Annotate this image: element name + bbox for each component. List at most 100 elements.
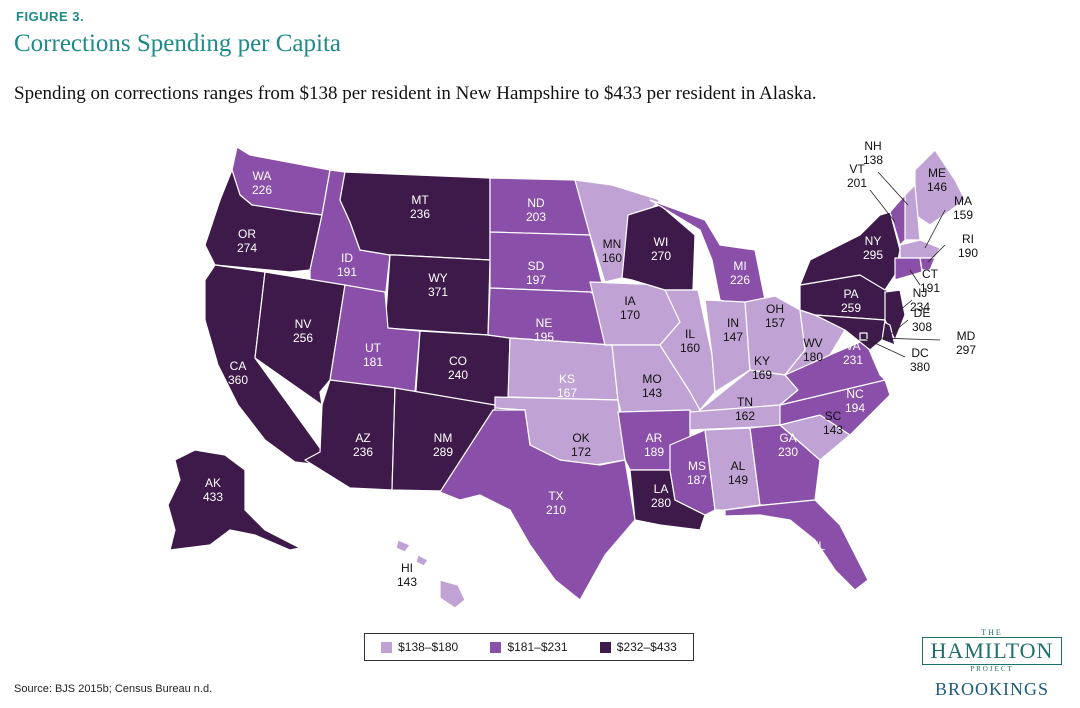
state-value-HI: 143: [397, 575, 417, 589]
state-VA: [779, 339, 886, 406]
state-label-DE: DE: [914, 306, 931, 320]
state-label-NH: NH: [864, 139, 881, 153]
state-value-NJ: 234: [910, 300, 930, 314]
logo-the: THE: [981, 628, 1003, 637]
legend-label-high: $232–$433: [616, 640, 677, 654]
state-label-NY: NY: [865, 234, 882, 248]
state-label-NV: NV: [295, 317, 312, 331]
leader-VT: [869, 189, 896, 223]
state-label-AL: AL: [731, 459, 746, 473]
state-value-CT: 191: [920, 281, 940, 295]
leader-DE: [889, 319, 909, 336]
state-value-AR: 189: [644, 445, 664, 459]
state-value-ND: 203: [526, 210, 546, 224]
state-CT: [894, 257, 923, 281]
state-label-MA: MA: [954, 194, 972, 208]
legend: $138–$180 $181–$231 $232–$433: [364, 633, 694, 661]
legend-item-high: $232–$433: [599, 640, 677, 654]
leader-CT: [909, 269, 921, 286]
state-label-SD: SD: [528, 259, 545, 273]
state-value-OH: 157: [765, 316, 785, 330]
state-label-NM: NM: [434, 431, 453, 445]
state-SD: [489, 231, 606, 296]
state-value-TN: 162: [735, 409, 755, 423]
leader-DC: [863, 337, 906, 358]
leader-MD: [879, 337, 941, 341]
state-value-NY: 295: [863, 248, 883, 262]
state-value-IN: 147: [723, 330, 743, 344]
state-label-UT: UT: [365, 341, 382, 355]
state-VT: [889, 194, 906, 246]
state-value-NC: 194: [845, 401, 865, 415]
state-label-IA: IA: [624, 294, 635, 308]
state-label-WV: WV: [803, 336, 822, 350]
state-value-LA: 280: [651, 496, 671, 510]
state-MD: [814, 314, 886, 351]
state-label-OR: OR: [238, 227, 256, 241]
state-label-AK: AK: [205, 476, 221, 490]
state-label-OH: OH: [766, 302, 784, 316]
state-label-MT: MT: [411, 193, 429, 207]
chart-subtitle: Spending on corrections ranges from $138…: [14, 83, 817, 104]
state-label-MS: MS: [688, 459, 706, 473]
leader-MA: [924, 209, 946, 249]
state-HI-island-2: [415, 554, 429, 567]
state-label-NC: NC: [846, 387, 864, 401]
leader-RI: [927, 244, 946, 263]
state-value-NE: 195: [534, 330, 554, 344]
legend-label-low: $138–$180: [398, 640, 459, 654]
state-label-FL: FL: [811, 539, 825, 553]
legend-swatch-high: [599, 641, 611, 653]
state-value-SD: 197: [526, 273, 546, 287]
state-label-ND: ND: [527, 196, 545, 210]
state-value-VT: 201: [847, 176, 867, 190]
source-note: Source: BJS 2015b; Census Bureau n.d.: [14, 683, 213, 695]
state-HI: [439, 579, 466, 609]
state-value-WI: 270: [651, 249, 671, 263]
state-label-ID: ID: [341, 251, 353, 265]
state-label-KY: KY: [754, 354, 770, 368]
logo-hamilton: HAMILTON: [930, 638, 1054, 663]
state-label-NJ: NJ: [913, 286, 928, 300]
state-label-HI: HI: [401, 561, 413, 575]
state-value-WY: 371: [428, 285, 448, 299]
state-value-KY: 169: [752, 368, 772, 382]
state-HI-island: [395, 539, 411, 553]
state-value-NM: 289: [433, 445, 453, 459]
state-value-AL: 149: [728, 473, 748, 487]
state-TX: [439, 409, 636, 601]
state-value-RI: 190: [958, 246, 978, 260]
state-value-KS: 167: [557, 386, 577, 400]
state-label-DC: DC: [911, 346, 929, 360]
chart-title: Corrections Spending per Capita: [14, 30, 342, 57]
state-label-AZ: AZ: [355, 431, 370, 445]
state-value-NV: 256: [293, 331, 313, 345]
state-value-WA: 226: [252, 183, 272, 197]
state-label-WY: WY: [428, 271, 447, 285]
state-label-PA: PA: [843, 287, 858, 301]
hamilton-brookings-logo: THE HAMILTON PROJECT BROOKINGS: [920, 628, 1064, 700]
state-value-TX: 210: [546, 503, 566, 517]
state-value-ME: 146: [927, 180, 947, 194]
state-label-WA: WA: [253, 169, 272, 183]
state-label-WI: WI: [654, 235, 669, 249]
state-label-MI: MI: [733, 259, 746, 273]
state-label-CT: CT: [922, 267, 939, 281]
state-value-MT: 236: [410, 207, 430, 221]
state-label-AR: AR: [646, 431, 663, 445]
state-value-MO: 143: [642, 386, 662, 400]
state-value-IL: 160: [680, 341, 700, 355]
state-value-UT: 181: [363, 355, 383, 369]
state-label-OK: OK: [572, 431, 589, 445]
legend-label-mid: $181–$231: [507, 640, 568, 654]
state-label-CO: CO: [449, 354, 467, 368]
state-label-IL: IL: [685, 327, 695, 341]
state-MA: [899, 239, 941, 259]
state-label-MN: MN: [603, 237, 622, 251]
state-value-WV: 180: [803, 350, 823, 364]
state-label-IN: IN: [727, 316, 739, 330]
legend-item-low: $138–$180: [381, 640, 458, 654]
state-label-KS: KS: [559, 372, 575, 386]
state-label-RI: RI: [962, 232, 974, 246]
state-value-ID: 191: [337, 265, 357, 279]
